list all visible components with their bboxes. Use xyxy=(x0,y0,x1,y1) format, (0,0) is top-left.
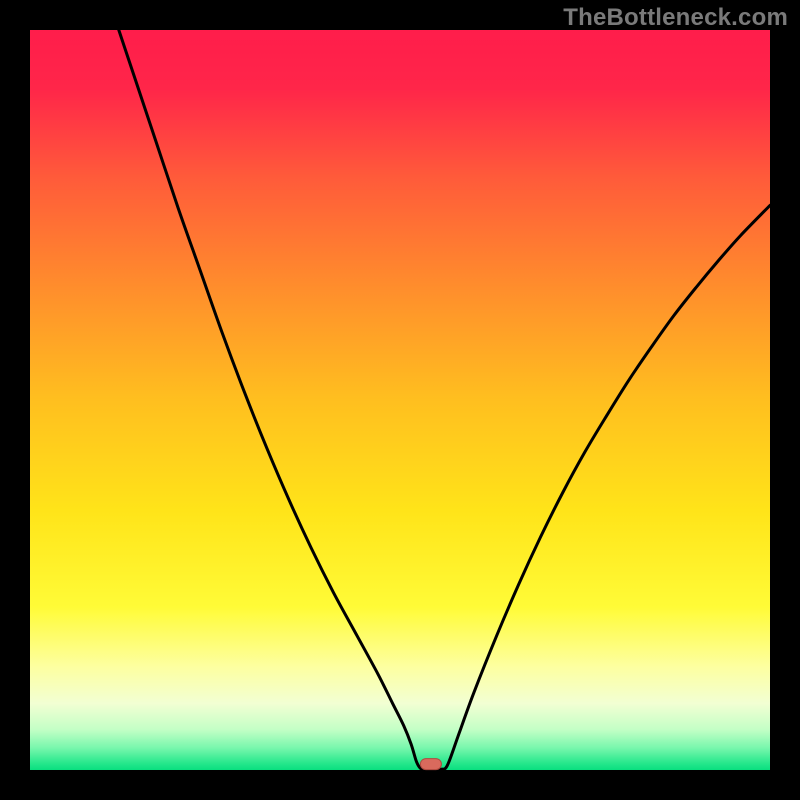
watermark-text: TheBottleneck.com xyxy=(563,4,788,32)
bottleneck-curve xyxy=(119,30,770,769)
chart-frame: TheBottleneck.com xyxy=(0,0,800,800)
curve-layer xyxy=(30,30,770,770)
optimal-point-marker xyxy=(420,758,442,770)
plot-area xyxy=(30,30,770,770)
